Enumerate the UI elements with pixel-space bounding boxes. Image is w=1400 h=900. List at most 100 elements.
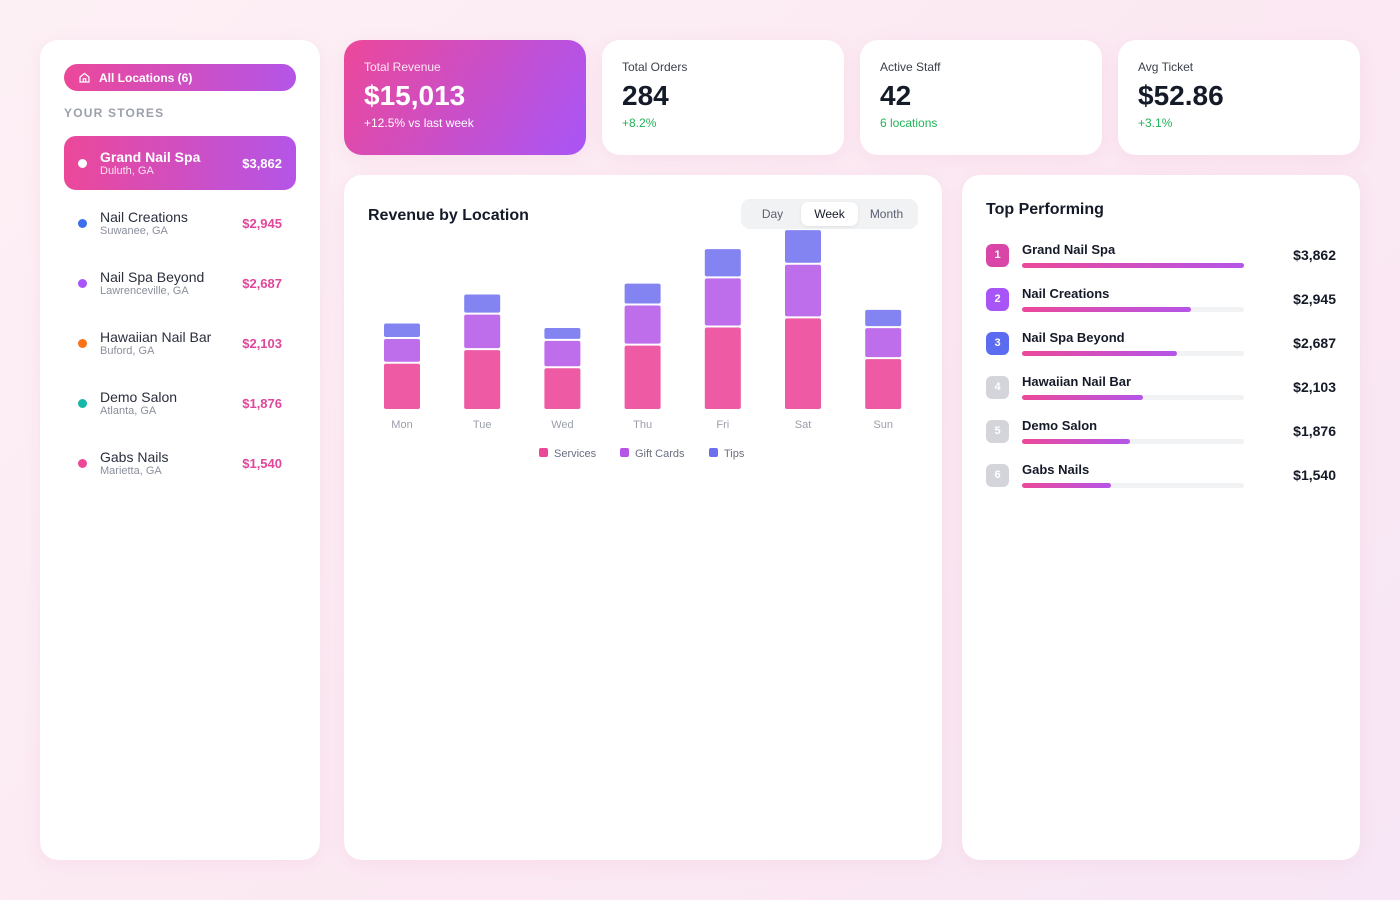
bar-gift-cards[interactable] [544, 340, 581, 367]
chart-title: Revenue by Location [368, 207, 529, 224]
stat-total-orders: Total Orders 284 +8.2% [602, 40, 844, 155]
stat-label: Avg Ticket [1138, 60, 1194, 74]
rank-row[interactable]: 2 Nail Creations $2,945 [986, 277, 1336, 321]
store-color-dot [78, 158, 87, 168]
rank-bar-fill [1022, 351, 1177, 356]
stat-value: 42 [880, 80, 912, 111]
store-item[interactable]: Nail Creations Suwanee, GA $2,945 [64, 196, 296, 250]
rank-name: Grand Nail Spa [1022, 242, 1116, 257]
bar-services[interactable] [865, 359, 902, 409]
rank-badge: 1 [986, 243, 1009, 267]
legend-swatch [620, 448, 629, 457]
bar-tips[interactable] [544, 327, 581, 339]
bar-services[interactable] [544, 368, 581, 409]
store-amount: $3,862 [242, 155, 282, 171]
bar-services[interactable] [704, 327, 741, 409]
stat-label: Active Staff [880, 60, 941, 74]
rank-amount: $2,687 [1293, 335, 1336, 351]
stat-value: $15,013 [364, 80, 466, 111]
rank-row[interactable]: 3 Nail Spa Beyond $2,687 [986, 321, 1336, 365]
store-amount: $2,687 [242, 275, 282, 291]
rank-amount: $1,876 [1293, 423, 1336, 439]
range-week-button[interactable]: Week [801, 202, 858, 226]
stat-change: +12.5% vs last week [364, 116, 474, 130]
rank-bar-fill [1022, 439, 1130, 444]
store-sidebar: All Locations (6) YOUR STORES Grand Nail… [40, 40, 320, 860]
legend-swatch [709, 448, 718, 457]
stat-total-revenue: Total Revenue $15,013 +12.5% vs last wee… [344, 40, 586, 155]
x-tick-label: Mon [391, 419, 412, 431]
stat-change: +3.1% [1138, 116, 1173, 130]
store-city: Marietta, GA [100, 464, 162, 477]
bar-tips[interactable] [384, 323, 420, 338]
bar-services[interactable] [384, 363, 420, 409]
stat-label: Total Orders [622, 60, 688, 74]
store-item[interactable]: Gabs Nails Marietta, GA $1,540 [64, 436, 296, 490]
x-tick-label: Wed [551, 419, 573, 431]
legend-label[interactable]: Tips [724, 448, 745, 460]
bar-gift-cards[interactable] [624, 305, 661, 344]
rank-badge: 4 [986, 375, 1009, 399]
bar-tips[interactable] [785, 230, 821, 263]
bar-tips[interactable] [704, 249, 741, 277]
store-city: Atlanta, GA [100, 404, 157, 417]
bar-services[interactable] [464, 350, 501, 409]
section-label: YOUR STORES [64, 106, 165, 120]
bar-gift-cards[interactable] [384, 339, 420, 362]
legend-swatch [539, 448, 548, 457]
bar-tips[interactable] [464, 294, 501, 313]
bar-gift-cards[interactable] [704, 278, 741, 326]
store-city: Buford, GA [100, 344, 155, 357]
stat-avg-ticket: Avg Ticket $52.86 +3.1% [1118, 40, 1360, 155]
revenue-chart: Mon Tue Wed Thu Fri Sat Sun Services Gift Cards T… [384, 230, 902, 460]
store-item[interactable]: Nail Spa Beyond Lawrenceville, GA $2,687 [64, 256, 296, 310]
bar-tips[interactable] [865, 309, 902, 327]
store-item[interactable]: Demo Salon Atlanta, GA $1,876 [64, 376, 296, 430]
x-tick-label: Sun [873, 419, 893, 431]
rank-row[interactable]: 6 Gabs Nails $1,540 [986, 453, 1336, 497]
rank-row[interactable]: 5 Demo Salon $1,876 [986, 409, 1336, 453]
rank-row[interactable]: 1 Grand Nail Spa $3,862 [986, 233, 1336, 277]
x-tick-label: Thu [633, 419, 652, 431]
x-tick-label: Tue [473, 419, 492, 431]
store-item[interactable]: Grand Nail Spa Duluth, GA $3,862 [64, 136, 296, 190]
rank-amount: $3,862 [1293, 247, 1336, 263]
legend-label[interactable]: Gift Cards [635, 448, 685, 460]
store-name: Grand Nail Spa [100, 148, 201, 165]
all-locations-label: All Locations (6) [99, 70, 193, 85]
rank-amount: $2,103 [1293, 379, 1336, 395]
rank-row[interactable]: 4 Hawaiian Nail Bar $2,103 [986, 365, 1336, 409]
stat-value: 284 [622, 80, 669, 111]
top-performing-title: Top Performing [986, 201, 1104, 218]
stat-label: Total Revenue [364, 60, 441, 74]
rank-badge: 2 [986, 287, 1009, 311]
revenue-chart-card: Mon Tue Wed Thu Fri Sat Sun Services Gift Cards T… [344, 175, 942, 860]
rank-name: Nail Spa Beyond [1022, 330, 1125, 345]
bar-services[interactable] [785, 318, 821, 409]
all-locations-button[interactable]: All Locations (6) [64, 64, 296, 91]
rank-bar-track [1022, 307, 1244, 312]
store-city: Duluth, GA [100, 164, 154, 177]
range-month-button[interactable]: Month [869, 207, 904, 221]
rank-badge: 6 [986, 463, 1009, 487]
x-tick-label: Fri [716, 419, 729, 431]
store-amount: $1,540 [242, 455, 282, 471]
rank-bar-track [1022, 395, 1244, 400]
bar-services[interactable] [624, 345, 661, 409]
bar-tips[interactable] [624, 283, 661, 304]
rank-bar-fill [1022, 395, 1143, 400]
rank-badge: 3 [986, 331, 1009, 355]
legend-label[interactable]: Services [554, 448, 597, 460]
rank-bar-track [1022, 439, 1244, 444]
store-item[interactable]: Hawaiian Nail Bar Buford, GA $2,103 [64, 316, 296, 370]
bar-gift-cards[interactable] [865, 328, 902, 358]
rank-name: Gabs Nails [1022, 462, 1090, 477]
store-amount: $1,876 [242, 395, 282, 411]
bar-gift-cards[interactable] [464, 314, 501, 349]
bar-gift-cards[interactable] [785, 264, 821, 317]
rank-name: Demo Salon [1022, 418, 1098, 433]
range-day-button[interactable]: Day [761, 207, 784, 221]
rank-list: 1 Grand Nail Spa $3,862 2 Nail Creations… [986, 233, 1336, 497]
rank-bar-fill [1022, 483, 1111, 488]
store-list: Grand Nail Spa Duluth, GA $3,862 Nail Cr… [64, 136, 296, 490]
